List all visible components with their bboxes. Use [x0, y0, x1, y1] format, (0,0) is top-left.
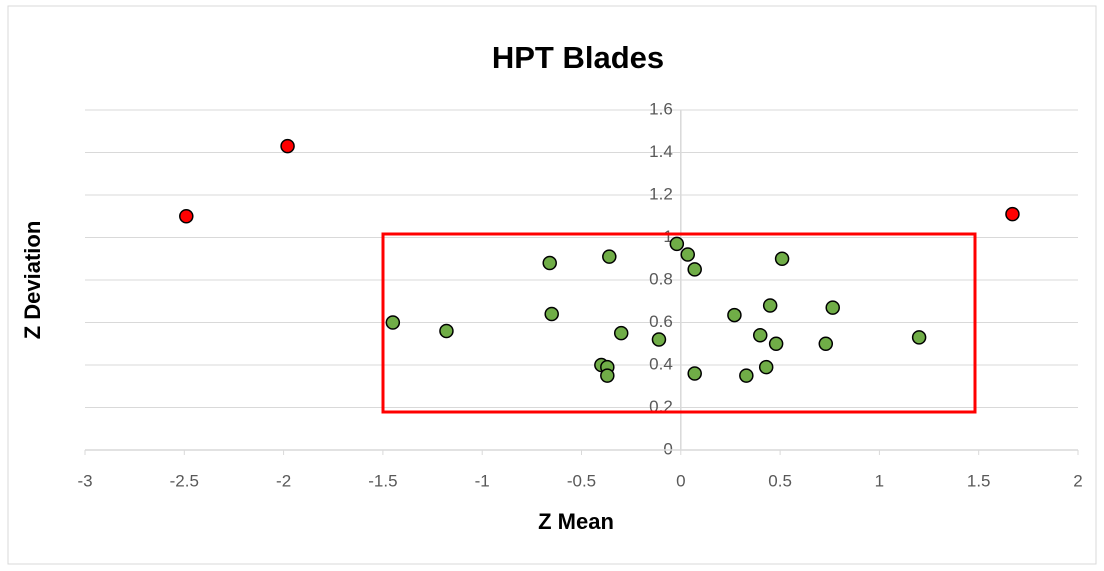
point	[680, 247, 696, 262]
x-tick-label: 0.5	[768, 471, 792, 490]
y-tick-label: 0.6	[649, 312, 673, 331]
point	[602, 249, 617, 264]
chart-title: HPT Blades	[492, 40, 664, 75]
y-tick-label: 0.8	[649, 269, 673, 288]
x-tick-label: -2	[276, 471, 291, 490]
x-tick-label: 0	[676, 471, 685, 490]
point	[739, 368, 754, 383]
x-tick-label: -2.5	[170, 471, 199, 490]
point	[752, 328, 768, 343]
chart-border	[7, 5, 1097, 565]
x-tick-label: -3	[77, 471, 92, 490]
point	[1005, 206, 1020, 222]
point	[911, 330, 927, 345]
y-tick-label: 1	[663, 227, 672, 246]
point	[727, 307, 742, 323]
point	[651, 332, 667, 347]
y-tick-label: 1.4	[649, 142, 673, 161]
grid: 00.20.40.60.811.21.41.6-3 -2.5 -2 -1.5 -1 -0.…	[77, 99, 1082, 490]
point	[600, 368, 615, 383]
x-tick-label: 2	[1073, 471, 1082, 490]
point	[774, 251, 790, 266]
point	[280, 138, 295, 154]
point	[613, 325, 629, 341]
point	[544, 306, 559, 322]
point	[669, 236, 685, 252]
x-tick-label: 1	[875, 471, 884, 490]
point	[768, 336, 784, 351]
point	[179, 209, 194, 224]
y-tick-label: 1.2	[649, 184, 673, 203]
y-tick-label: 1.6	[649, 99, 673, 118]
marks	[179, 138, 1020, 383]
point	[818, 336, 834, 351]
x-tick-label: -0.5	[567, 471, 596, 490]
point	[439, 323, 454, 339]
y-axis-title: Z Deviation	[20, 221, 45, 340]
x-axis-title: Z Mean	[538, 509, 614, 534]
point	[762, 298, 778, 313]
x-tick-label: 1.5	[967, 471, 991, 490]
x-tick-label: -1.5	[368, 471, 397, 490]
y-tick-label: 0.4	[649, 354, 673, 373]
point	[385, 315, 401, 330]
highlight-box	[381, 232, 977, 414]
point	[687, 366, 702, 381]
x-tick-label: -1	[475, 471, 490, 490]
point	[758, 359, 774, 375]
point	[542, 255, 557, 271]
point	[687, 262, 702, 277]
point	[825, 300, 840, 315]
y-tick-label: 0	[663, 439, 672, 458]
